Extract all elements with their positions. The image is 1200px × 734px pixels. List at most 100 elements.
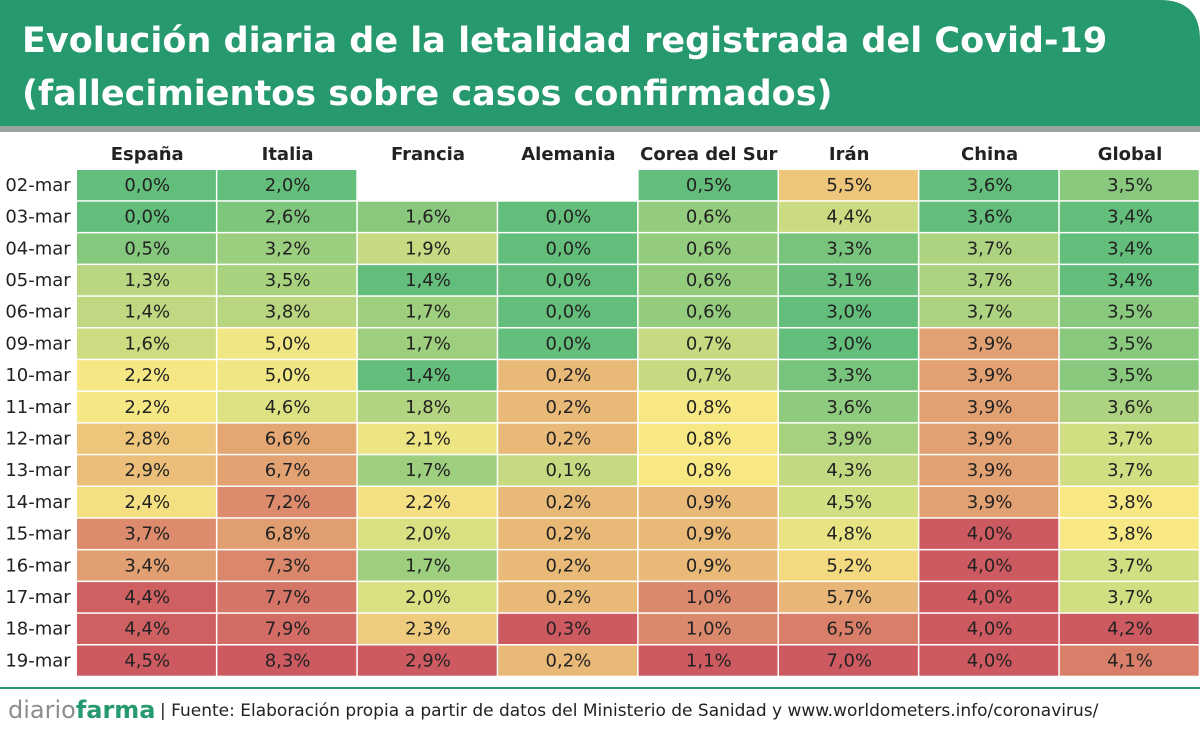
cell-label: 3,5%	[1107, 175, 1153, 196]
heat-cell	[77, 582, 216, 613]
column-header: Alemania	[521, 144, 615, 165]
cell-label: 0,9%	[686, 524, 732, 545]
row-label: 10-mar	[5, 365, 71, 386]
header-band	[0, 0, 1200, 128]
heat-cell	[498, 423, 638, 454]
cell-label: 3,9%	[826, 428, 872, 449]
cell-label: 0,0%	[546, 207, 592, 228]
heat-cell	[498, 613, 638, 644]
heat-cell	[77, 265, 216, 296]
cell-label: 3,9%	[967, 492, 1013, 513]
heat-cell	[779, 455, 918, 486]
heat-cell	[779, 391, 918, 423]
cell-label: 2,4%	[124, 492, 170, 513]
heat-cell	[779, 423, 918, 454]
heat-cell	[638, 487, 778, 518]
heat-cell	[77, 645, 216, 676]
cell-label: 0,3%	[546, 619, 592, 640]
heat-cell	[357, 201, 497, 232]
cell-label: 3,4%	[1107, 207, 1153, 228]
column-header: Italia	[262, 144, 314, 165]
row-label: 11-mar	[5, 397, 71, 418]
heat-cell	[919, 455, 1059, 486]
heat-cell	[1059, 550, 1199, 581]
heat-cell	[357, 582, 497, 613]
cell-label: 0,0%	[546, 238, 592, 259]
cell-label: 3,2%	[265, 238, 311, 259]
cell-label: 1,7%	[405, 555, 451, 576]
heat-cell	[498, 233, 638, 264]
heat-cell	[77, 423, 216, 454]
heat-cell	[217, 265, 357, 296]
heat-cell	[1059, 487, 1199, 518]
heat-cell	[77, 391, 216, 423]
cell-label: 3,7%	[1107, 555, 1153, 576]
header-rule	[0, 126, 1200, 132]
heat-cell	[1059, 360, 1199, 391]
heat-cell	[919, 423, 1059, 454]
cell-label: 2,0%	[405, 587, 451, 608]
heat-cell	[217, 582, 357, 613]
cell-label: 3,4%	[1107, 238, 1153, 259]
cell-label: 0,2%	[546, 397, 592, 418]
cell-label: 4,2%	[1107, 619, 1153, 640]
cell-label: 2,9%	[124, 460, 170, 481]
cell-label: 0,2%	[546, 492, 592, 513]
heat-cell	[217, 296, 357, 327]
cell-label: 6,6%	[265, 428, 311, 449]
cell-label: 6,8%	[265, 524, 311, 545]
cell-label: 0,6%	[686, 207, 732, 228]
heat-cell	[77, 201, 216, 232]
cell-label: 1,0%	[686, 587, 732, 608]
heat-cell	[1059, 613, 1199, 644]
heat-cell	[1059, 233, 1199, 264]
heat-cell	[638, 613, 778, 644]
heat-cell	[357, 613, 497, 644]
row-label: 03-mar	[5, 207, 71, 228]
cell-label: 4,0%	[967, 555, 1013, 576]
cell-label: 0,0%	[546, 302, 592, 323]
heat-cell	[919, 265, 1059, 296]
cell-label: 5,5%	[826, 175, 872, 196]
cell-label: 3,8%	[1107, 524, 1153, 545]
cell-label: 0,8%	[686, 397, 732, 418]
heat-cell	[779, 613, 918, 644]
cell-label: 8,3%	[265, 650, 311, 671]
cell-label: 1,3%	[124, 270, 170, 291]
cell-label: 3,3%	[826, 238, 872, 259]
cell-label: 0,9%	[686, 555, 732, 576]
heat-cell	[1059, 518, 1199, 549]
cell-label: 2,2%	[124, 365, 170, 386]
heat-cell	[217, 201, 357, 232]
cell-label: 4,5%	[124, 650, 170, 671]
cell-label: 0,0%	[124, 207, 170, 228]
heat-cell	[357, 296, 497, 327]
cell-label: 5,0%	[265, 333, 311, 354]
heat-cell	[217, 391, 357, 423]
cell-label: 3,0%	[826, 333, 872, 354]
heat-cell	[357, 423, 497, 454]
heat-cell	[77, 455, 216, 486]
heat-cell	[1059, 455, 1199, 486]
cell-label: 3,5%	[1107, 365, 1153, 386]
cell-label: 0,6%	[686, 302, 732, 323]
heat-cell	[779, 328, 918, 359]
cell-label: 0,6%	[686, 238, 732, 259]
cell-label: 2,3%	[405, 619, 451, 640]
heat-cell	[498, 201, 638, 232]
heat-cell	[919, 487, 1059, 518]
heat-cell	[77, 328, 216, 359]
cell-label: 0,2%	[546, 524, 592, 545]
cell-label: 1,9%	[405, 238, 451, 259]
cell-label: 2,8%	[124, 428, 170, 449]
heat-cell	[357, 550, 497, 581]
cell-label: 3,5%	[265, 270, 311, 291]
cell-label: 3,3%	[826, 365, 872, 386]
heat-cell	[498, 296, 638, 327]
cell-label: 5,0%	[265, 365, 311, 386]
cell-label: 4,0%	[967, 650, 1013, 671]
cell-label: 0,2%	[546, 587, 592, 608]
heat-cell	[638, 455, 778, 486]
cell-label: 0,0%	[546, 333, 592, 354]
row-label: 02-mar	[5, 175, 71, 196]
